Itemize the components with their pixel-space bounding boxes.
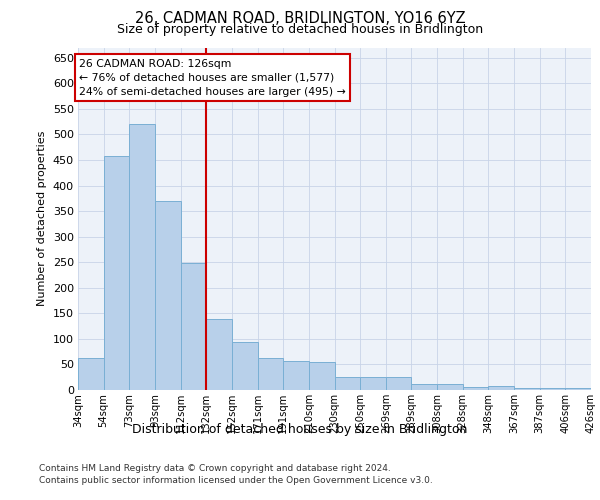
- Bar: [206, 319, 232, 390]
- Bar: [309, 362, 335, 390]
- Bar: [540, 388, 565, 390]
- Bar: [257, 358, 283, 390]
- Bar: [463, 387, 488, 390]
- Text: Size of property relative to detached houses in Bridlington: Size of property relative to detached ho…: [117, 24, 483, 36]
- Text: Contains public sector information licensed under the Open Government Licence v3: Contains public sector information licen…: [39, 476, 433, 485]
- Bar: [130, 124, 155, 390]
- Bar: [514, 388, 540, 390]
- Bar: [181, 263, 206, 390]
- Bar: [437, 384, 463, 390]
- Text: 26 CADMAN ROAD: 126sqm
← 76% of detached houses are smaller (1,577)
24% of semi-: 26 CADMAN ROAD: 126sqm ← 76% of detached…: [79, 58, 346, 96]
- Bar: [104, 156, 130, 390]
- Bar: [78, 358, 104, 390]
- Text: 26, CADMAN ROAD, BRIDLINGTON, YO16 6YZ: 26, CADMAN ROAD, BRIDLINGTON, YO16 6YZ: [134, 11, 466, 26]
- Text: Distribution of detached houses by size in Bridlington: Distribution of detached houses by size …: [133, 422, 467, 436]
- Y-axis label: Number of detached properties: Number of detached properties: [37, 131, 47, 306]
- Bar: [488, 386, 514, 390]
- Bar: [155, 201, 181, 390]
- Bar: [360, 376, 386, 390]
- Bar: [283, 361, 309, 390]
- Bar: [232, 342, 257, 390]
- Text: Contains HM Land Registry data © Crown copyright and database right 2024.: Contains HM Land Registry data © Crown c…: [39, 464, 391, 473]
- Bar: [335, 376, 360, 390]
- Bar: [565, 388, 591, 390]
- Bar: [386, 376, 412, 390]
- Bar: [412, 384, 437, 390]
